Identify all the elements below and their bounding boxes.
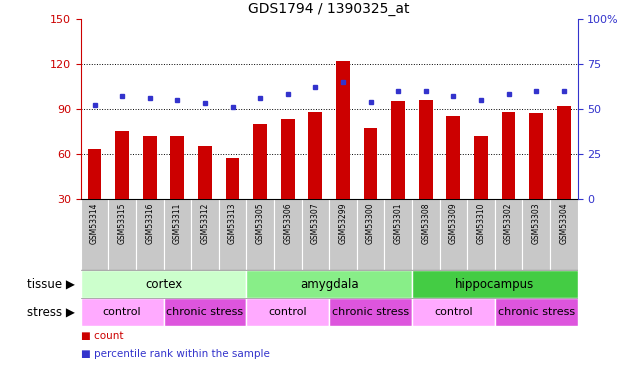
Text: chronic stress: chronic stress [497, 307, 574, 317]
Bar [247, 270, 412, 298]
Bar [88, 149, 101, 199]
Bar [143, 136, 156, 199]
Bar [419, 100, 433, 199]
Text: GSM53303: GSM53303 [532, 202, 541, 244]
Text: ■ count: ■ count [81, 331, 123, 340]
Text: GSM53316: GSM53316 [145, 202, 154, 244]
Text: GSM53313: GSM53313 [228, 202, 237, 244]
Text: GSM53308: GSM53308 [421, 202, 430, 244]
Bar [219, 199, 247, 270]
Text: GSM53315: GSM53315 [117, 202, 127, 244]
Bar [116, 131, 129, 199]
Bar [247, 298, 329, 326]
Bar [170, 136, 184, 199]
Bar [329, 298, 412, 326]
Bar [412, 270, 578, 298]
Bar [163, 199, 191, 270]
Bar [502, 112, 515, 199]
Bar [412, 199, 440, 270]
Text: GSM53302: GSM53302 [504, 202, 513, 244]
Bar [198, 146, 212, 199]
Text: GSM53304: GSM53304 [560, 202, 568, 244]
Bar [81, 298, 163, 326]
Bar [191, 199, 219, 270]
Title: GDS1794 / 1390325_at: GDS1794 / 1390325_at [248, 2, 410, 16]
Bar [557, 106, 571, 199]
Bar [247, 199, 274, 270]
Text: control: control [268, 307, 307, 317]
Bar [281, 119, 294, 199]
Bar [163, 298, 247, 326]
Text: GSM53312: GSM53312 [201, 202, 209, 244]
Bar [336, 61, 350, 199]
Text: ■ percentile rank within the sample: ■ percentile rank within the sample [81, 350, 270, 359]
Bar [474, 136, 488, 199]
Text: chronic stress: chronic stress [332, 307, 409, 317]
Text: stress ▶: stress ▶ [27, 306, 75, 319]
Text: hippocampus: hippocampus [455, 278, 534, 291]
Bar [384, 199, 412, 270]
Bar [391, 101, 405, 199]
Text: amygdala: amygdala [300, 278, 358, 291]
Bar [440, 199, 467, 270]
Text: cortex: cortex [145, 278, 182, 291]
Bar [364, 128, 378, 199]
Text: GSM53300: GSM53300 [366, 202, 375, 244]
Text: GSM53310: GSM53310 [476, 202, 486, 244]
Bar [253, 124, 267, 199]
Text: GSM53307: GSM53307 [311, 202, 320, 244]
Text: control: control [434, 307, 473, 317]
Bar [302, 199, 329, 270]
Text: chronic stress: chronic stress [166, 307, 243, 317]
Bar [309, 112, 322, 199]
Bar [529, 113, 543, 199]
Bar [495, 298, 578, 326]
Text: GSM53311: GSM53311 [173, 202, 182, 244]
Bar [522, 199, 550, 270]
Text: GSM53314: GSM53314 [90, 202, 99, 244]
Text: GSM53299: GSM53299 [338, 202, 347, 244]
Text: control: control [103, 307, 142, 317]
Bar [356, 199, 384, 270]
Bar [225, 158, 240, 199]
Text: GSM53306: GSM53306 [283, 202, 292, 244]
Bar [136, 199, 163, 270]
Bar [108, 199, 136, 270]
Bar [467, 199, 495, 270]
Bar [329, 199, 356, 270]
Bar [274, 199, 302, 270]
Text: tissue ▶: tissue ▶ [27, 278, 75, 291]
Bar [412, 298, 495, 326]
Bar [81, 199, 108, 270]
Bar [550, 199, 578, 270]
Text: GSM53301: GSM53301 [394, 202, 402, 244]
Bar [446, 116, 460, 199]
Text: GSM53309: GSM53309 [449, 202, 458, 244]
Bar [81, 270, 247, 298]
Bar [495, 199, 522, 270]
Text: GSM53305: GSM53305 [256, 202, 265, 244]
